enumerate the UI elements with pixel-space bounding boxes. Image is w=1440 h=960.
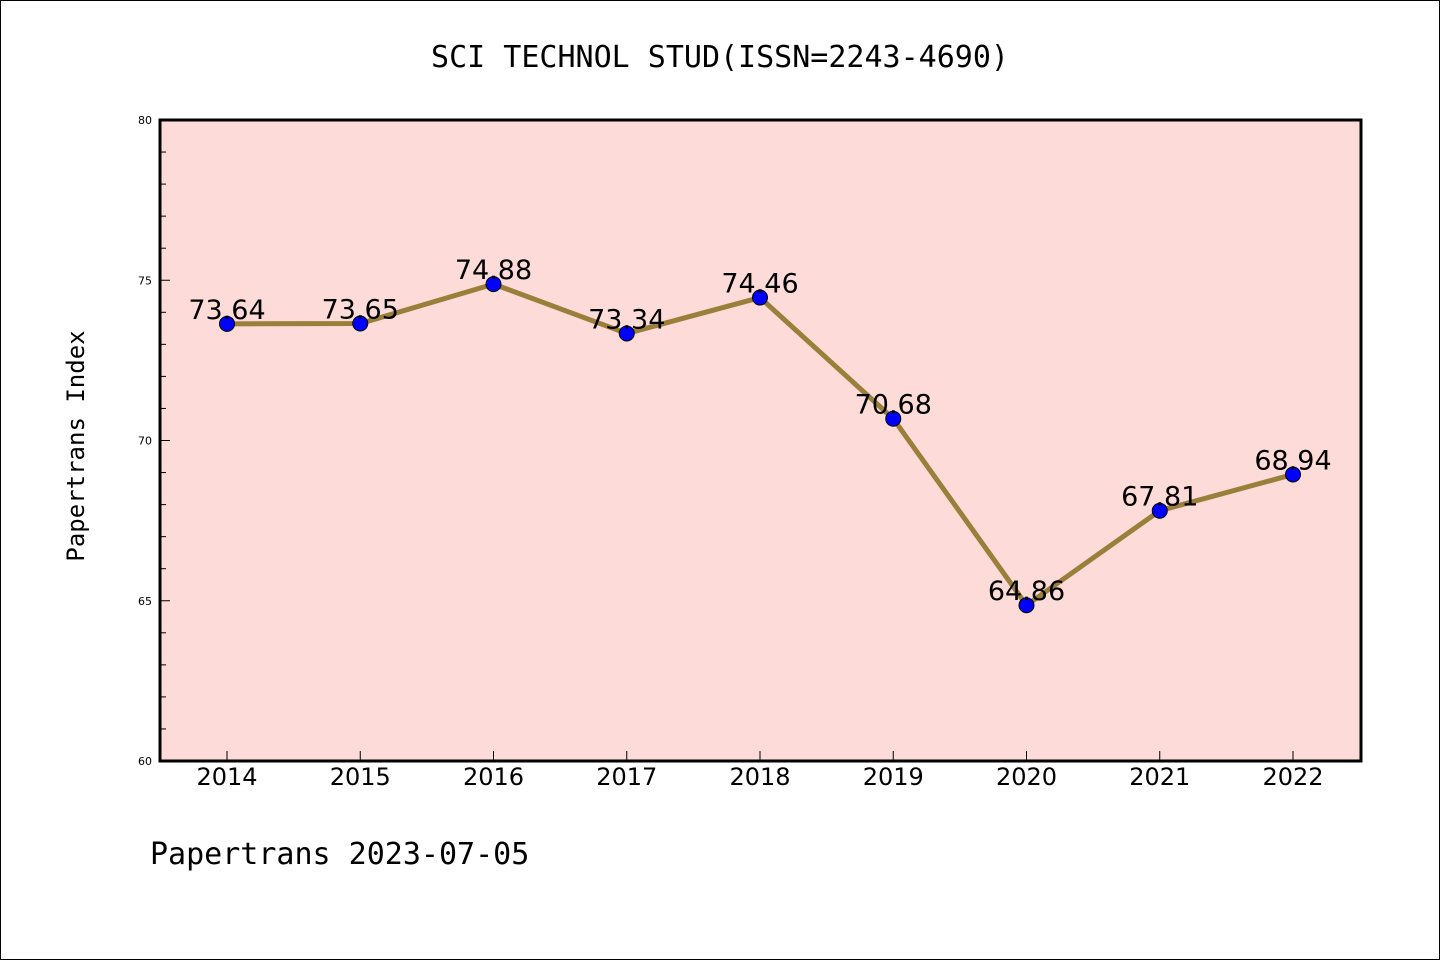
y-tick-label: 65 bbox=[138, 595, 152, 608]
data-label: 74.88 bbox=[455, 255, 532, 286]
data-label: 73.64 bbox=[188, 295, 265, 326]
data-point bbox=[752, 289, 768, 306]
x-tick-label: 2014 bbox=[196, 763, 257, 791]
data-point bbox=[1151, 502, 1168, 519]
y-tick-label: 70 bbox=[138, 435, 152, 448]
series-points bbox=[219, 276, 1301, 614]
data-point bbox=[352, 315, 369, 332]
data-label: 74.46 bbox=[721, 269, 798, 300]
data-labels: 73.64 73.65 74.88 73.34 74.46 70.68 64.86 67.81… bbox=[188, 255, 1331, 607]
data-point bbox=[885, 410, 902, 427]
y-axis-label: Papertrans Index bbox=[62, 330, 90, 561]
x-tick-label: 2022 bbox=[1262, 763, 1323, 791]
data-point bbox=[1018, 597, 1035, 614]
data-point bbox=[618, 325, 635, 342]
x-tick-label: 2018 bbox=[729, 763, 790, 791]
data-label: 67.81 bbox=[1121, 482, 1198, 513]
x-tick-label: 2017 bbox=[596, 763, 657, 791]
x-tick-label: 2016 bbox=[463, 763, 524, 791]
data-label: 70.68 bbox=[855, 390, 932, 421]
chart-title: SCI TECHNOL STUD(ISSN=2243-4690) bbox=[431, 40, 1009, 75]
data-point bbox=[219, 315, 235, 332]
x-tick-label: 2015 bbox=[330, 763, 391, 791]
footer-text: Papertrans 2023-07-05 bbox=[150, 837, 529, 872]
y-tick-label: 80 bbox=[138, 114, 152, 127]
data-point bbox=[1285, 466, 1301, 483]
plot-border bbox=[158, 118, 1363, 763]
data-label: 73.34 bbox=[588, 304, 665, 335]
data-label: 64.86 bbox=[988, 576, 1065, 607]
data-point bbox=[485, 276, 502, 293]
x-tick-label: 2020 bbox=[996, 763, 1057, 791]
x-tick-label: 2019 bbox=[863, 763, 924, 791]
y-tick-label: 60 bbox=[138, 755, 152, 768]
plot-area bbox=[160, 120, 1361, 761]
x-tick-label: 2021 bbox=[1129, 763, 1190, 791]
data-label: 68.94 bbox=[1254, 445, 1331, 476]
x-axis-ticks: 2014 2015 2016 2017 2018 2019 2020 2021 2022 bbox=[196, 751, 1324, 791]
data-label: 73.65 bbox=[322, 295, 399, 326]
y-tick-label: 75 bbox=[138, 274, 152, 287]
